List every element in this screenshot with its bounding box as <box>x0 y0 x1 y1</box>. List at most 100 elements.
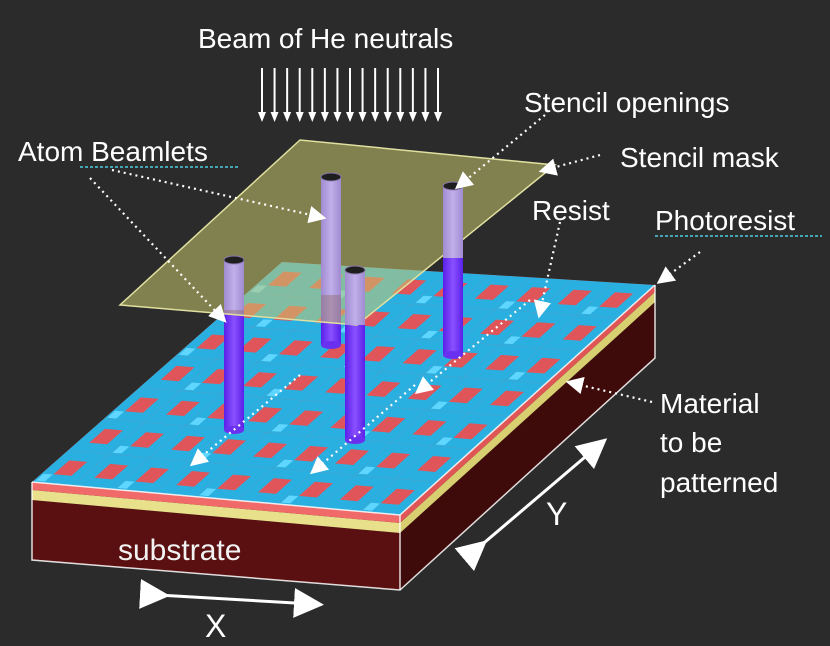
material-label-line3: patterned <box>660 467 778 498</box>
resist-red-square <box>196 334 231 350</box>
resist-red-square <box>521 322 556 338</box>
down-arrow-head <box>396 112 405 122</box>
beamlet-4-upper <box>443 186 463 258</box>
resist-cyan-mark <box>107 410 125 419</box>
resist-red-square <box>166 400 200 416</box>
resist-red-square <box>376 452 411 469</box>
resist-cyan-mark <box>199 488 217 497</box>
resist-cyan-mark <box>35 473 53 482</box>
resist-cyan-mark <box>508 371 526 380</box>
resist-cyan-mark <box>426 365 443 374</box>
resist-red-square <box>361 346 396 362</box>
down-arrow-head <box>283 112 292 122</box>
down-arrow-head <box>434 112 442 122</box>
double-arrow-icon <box>454 438 608 572</box>
resist-red-square <box>94 463 129 480</box>
dotted-pointer-arrow-icon <box>309 384 416 475</box>
substrate-label: substrate <box>118 534 241 567</box>
resist-red-square <box>258 478 292 494</box>
resist-red-square <box>89 428 123 445</box>
dotted-pointer-arrow-icon <box>656 251 701 284</box>
resist-red-square <box>237 337 272 353</box>
beamlet-3-upper <box>345 270 365 325</box>
beamlet-2-upper <box>321 177 341 295</box>
beam-label: Beam of He neutrals <box>198 23 453 54</box>
resist-label: Resist <box>532 195 610 226</box>
resist-red-square <box>289 410 324 426</box>
photoresist-label: Photoresist <box>655 205 795 236</box>
resist-red-square <box>243 372 277 388</box>
resist-cyan-mark <box>430 401 448 410</box>
beamlet-4-lower <box>443 255 463 355</box>
resist-red-square <box>130 432 164 448</box>
resist-red-square <box>212 439 246 455</box>
resist-cyan-mark <box>261 353 279 362</box>
resist-red-square <box>526 357 561 374</box>
resist-red-square <box>53 460 88 476</box>
resist-red-square <box>294 445 329 462</box>
resist-cyan-mark <box>415 295 433 304</box>
stencil-openings-label: Stencil openings <box>524 87 729 118</box>
dotted-pointer-arrow-icon <box>565 376 653 404</box>
pointer-arrows <box>89 114 701 475</box>
resist-cyan-mark <box>435 437 453 446</box>
resist-red-square <box>217 474 251 491</box>
resist-red-square <box>474 284 509 300</box>
resist-cyan-mark <box>276 459 294 468</box>
resist-red-square <box>489 390 524 407</box>
resist-cyan-mark <box>112 445 130 454</box>
beamlet-3-lower <box>345 320 365 440</box>
beamlets-upper <box>223 172 464 325</box>
resist-cyan-mark <box>581 306 599 315</box>
down-arrow-head <box>371 112 380 122</box>
resist-red-square <box>171 435 205 452</box>
dotted-pointer-arrow-icon <box>89 177 227 323</box>
resist-cyan-mark <box>255 319 273 327</box>
resist-red-square <box>278 340 313 356</box>
stencil-mask-label: Stencil mask <box>620 142 780 173</box>
resist-cyan-mark <box>358 466 376 475</box>
resist-red-square <box>298 481 333 498</box>
down-arrow-head <box>421 112 430 122</box>
material-label-line1: Material <box>660 388 760 419</box>
resist-red-square <box>124 397 159 413</box>
resist-red-square <box>417 456 452 472</box>
beamlet-1-upper <box>224 260 244 310</box>
resist-red-square <box>253 442 288 459</box>
resist-red-square <box>562 325 597 341</box>
down-arrow-head <box>346 112 354 122</box>
dotted-pointer-arrow-icon <box>454 114 546 190</box>
resist-red-square <box>135 467 170 484</box>
resist-red-square <box>599 292 634 308</box>
resist-cyan-mark <box>117 480 135 489</box>
down-arrow-head <box>383 112 392 122</box>
resist-cyan-mark <box>266 388 284 397</box>
axis-y-label: Y <box>546 496 567 532</box>
resist-red-square <box>176 471 210 487</box>
resist-red-square <box>371 416 406 433</box>
resist-cyan-mark <box>271 424 289 432</box>
resist-cyan-mark <box>189 417 207 426</box>
resist-cyan-mark <box>184 382 201 391</box>
resist-red-square <box>160 365 195 382</box>
resist-red-square <box>412 420 447 436</box>
down-arrow-head <box>408 112 417 122</box>
resist-red-square <box>557 289 592 306</box>
beamlet-1-lower <box>224 305 244 430</box>
resist-cyan-mark <box>178 347 196 356</box>
axis-x-label: X <box>205 608 226 644</box>
resist-cyan-mark <box>503 336 521 345</box>
double-arrow-icon <box>139 578 324 618</box>
down-arrow-head <box>358 112 367 122</box>
dotted-pointer-arrow-icon <box>538 153 601 176</box>
resist-red-square <box>448 387 483 404</box>
resist-red-square <box>397 314 432 330</box>
resist-cyan-mark <box>420 330 438 339</box>
down-arrow-head <box>333 112 342 122</box>
atom-beamlets-label: Atom Beamlets <box>18 136 208 167</box>
resist-red-square <box>485 354 520 371</box>
down-arrow-head <box>308 112 317 122</box>
resist-red-square <box>453 423 488 440</box>
resist-red-square <box>516 287 551 303</box>
